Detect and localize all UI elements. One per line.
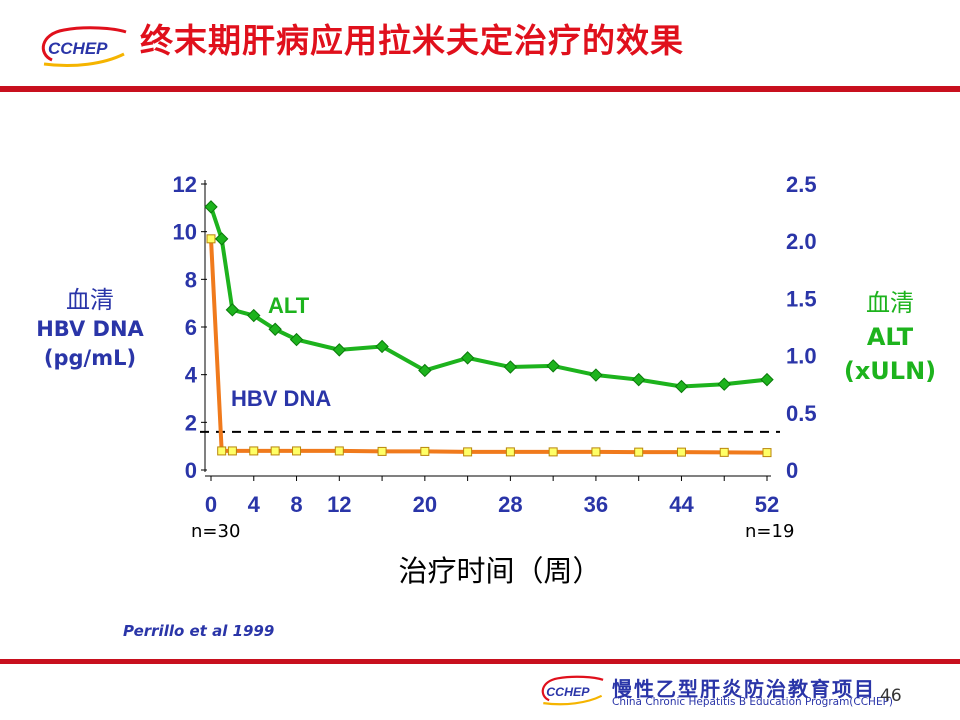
right-axis-title-line1: ALT bbox=[866, 323, 914, 351]
cchep-logo: CCHEP bbox=[41, 26, 127, 67]
x-tick-label: 4 bbox=[248, 492, 261, 517]
alt-point bbox=[460, 351, 475, 365]
y-right-tick-label: 0 bbox=[786, 458, 798, 483]
hbv-dna-point bbox=[292, 446, 302, 456]
left-axis-title-line1: HBV DNA bbox=[36, 317, 144, 341]
n-end-label: n=19 bbox=[745, 521, 795, 542]
alt-point bbox=[503, 360, 518, 374]
hbv-dna-point bbox=[505, 447, 515, 457]
y-right-tick-label: 2.0 bbox=[786, 229, 817, 254]
alt-point bbox=[375, 339, 389, 354]
right-axis-title-cn: 血清 bbox=[866, 289, 914, 317]
hbv-dna-point bbox=[377, 446, 387, 456]
alt-point bbox=[332, 343, 347, 357]
alt-point bbox=[289, 332, 304, 347]
x-tick-label: 36 bbox=[584, 492, 608, 517]
alt-series bbox=[204, 200, 774, 394]
hbv-dna-point bbox=[420, 446, 430, 456]
hbv-dna-point bbox=[206, 234, 216, 244]
hbv-dna-series-label: HBV DNA bbox=[231, 386, 331, 411]
citation: Perrillo et al 1999 bbox=[123, 622, 275, 640]
alt-series-label: ALT bbox=[268, 293, 310, 318]
y-left-tick-label: 4 bbox=[185, 363, 198, 388]
alt-point bbox=[674, 379, 689, 394]
page-number: 46 bbox=[880, 686, 902, 706]
x-tick-label: 0 bbox=[205, 492, 217, 517]
footer-program-en: China Chronic Hepatitis B Education Prog… bbox=[612, 696, 894, 708]
alt-point bbox=[204, 200, 218, 214]
bottom-rule bbox=[0, 659, 960, 664]
logo-text: CCHEP bbox=[48, 39, 108, 58]
right-axis-title-line2: (xULN) bbox=[843, 357, 937, 385]
x-tick-label: 52 bbox=[755, 492, 779, 517]
x-tick-label: 8 bbox=[290, 492, 302, 517]
y-right-tick-label: 1.5 bbox=[786, 286, 817, 311]
left-axis-title: 血清 HBV DNA (pg/mL) bbox=[20, 286, 160, 373]
n-start-label: n=30 bbox=[191, 521, 241, 542]
alt-point bbox=[214, 232, 229, 246]
x-axis-title: 治疗时间（周） bbox=[398, 554, 602, 588]
alt-point bbox=[760, 372, 774, 387]
y-left-tick-label: 0 bbox=[185, 458, 197, 483]
footer-logo-text: CCHEP bbox=[546, 685, 590, 699]
alt-point bbox=[589, 368, 603, 382]
left-axis-title-cn: 血清 bbox=[66, 286, 114, 314]
y-left-tick-label: 8 bbox=[185, 267, 197, 292]
hbv-dna-point bbox=[217, 446, 227, 456]
alt-point bbox=[225, 303, 240, 317]
y-left-tick-label: 2 bbox=[185, 410, 197, 435]
alt-point bbox=[418, 363, 432, 378]
hbv-dna-point bbox=[719, 447, 729, 457]
hbv-dna-point bbox=[270, 446, 280, 456]
alt-point bbox=[247, 308, 261, 323]
hbv-dna-point bbox=[227, 446, 237, 456]
y-right-tick-label: 2.5 bbox=[786, 172, 817, 197]
hbv-dna-point bbox=[249, 446, 259, 456]
hbv-dna-point bbox=[334, 446, 344, 456]
hbv-dna-point bbox=[463, 447, 473, 457]
hbv-dna-point bbox=[634, 447, 644, 457]
hbv-dna-point bbox=[762, 448, 772, 458]
x-tick-label: 20 bbox=[413, 492, 437, 517]
chart-axes bbox=[201, 180, 771, 481]
footer-program-cn: 慢性乙型肝炎防治教育项目 bbox=[612, 677, 876, 701]
hbv-dna-point bbox=[548, 447, 558, 457]
alt-point bbox=[717, 377, 731, 391]
y-right-tick-label: 1.0 bbox=[786, 344, 817, 369]
y-left-tick-label: 12 bbox=[173, 172, 197, 197]
hbv-dna-point bbox=[591, 447, 601, 457]
alt-point bbox=[631, 372, 646, 387]
footer-logo: CCHEP bbox=[541, 675, 604, 706]
y-left-tick-label: 6 bbox=[185, 315, 197, 340]
x-tick-label: 12 bbox=[327, 492, 351, 517]
hbv-dna-series bbox=[206, 234, 772, 458]
chart-labels: 0 2 4 6 8 10 12 0 0.5 1.0 1.5 2.0 2.5 0 4 8 12 20 28 36 44 52… bbox=[173, 172, 817, 517]
y-left-tick-label: 10 bbox=[173, 220, 197, 245]
hbv-dna-point bbox=[676, 447, 686, 457]
x-tick-label: 44 bbox=[669, 492, 694, 517]
y-right-tick-label: 0.5 bbox=[786, 401, 817, 426]
left-axis-title-line2: (pg/mL) bbox=[43, 346, 137, 370]
top-rule bbox=[0, 86, 960, 92]
alt-point bbox=[546, 359, 560, 373]
hbv-dna-line bbox=[209, 238, 768, 455]
alt-point bbox=[268, 322, 282, 336]
x-tick-label: 28 bbox=[498, 492, 522, 517]
slide-title: 终末期肝病应用拉米夫定治疗的效果 bbox=[140, 21, 684, 60]
right-axis-title: 血清 ALT (xULN) bbox=[830, 286, 950, 388]
